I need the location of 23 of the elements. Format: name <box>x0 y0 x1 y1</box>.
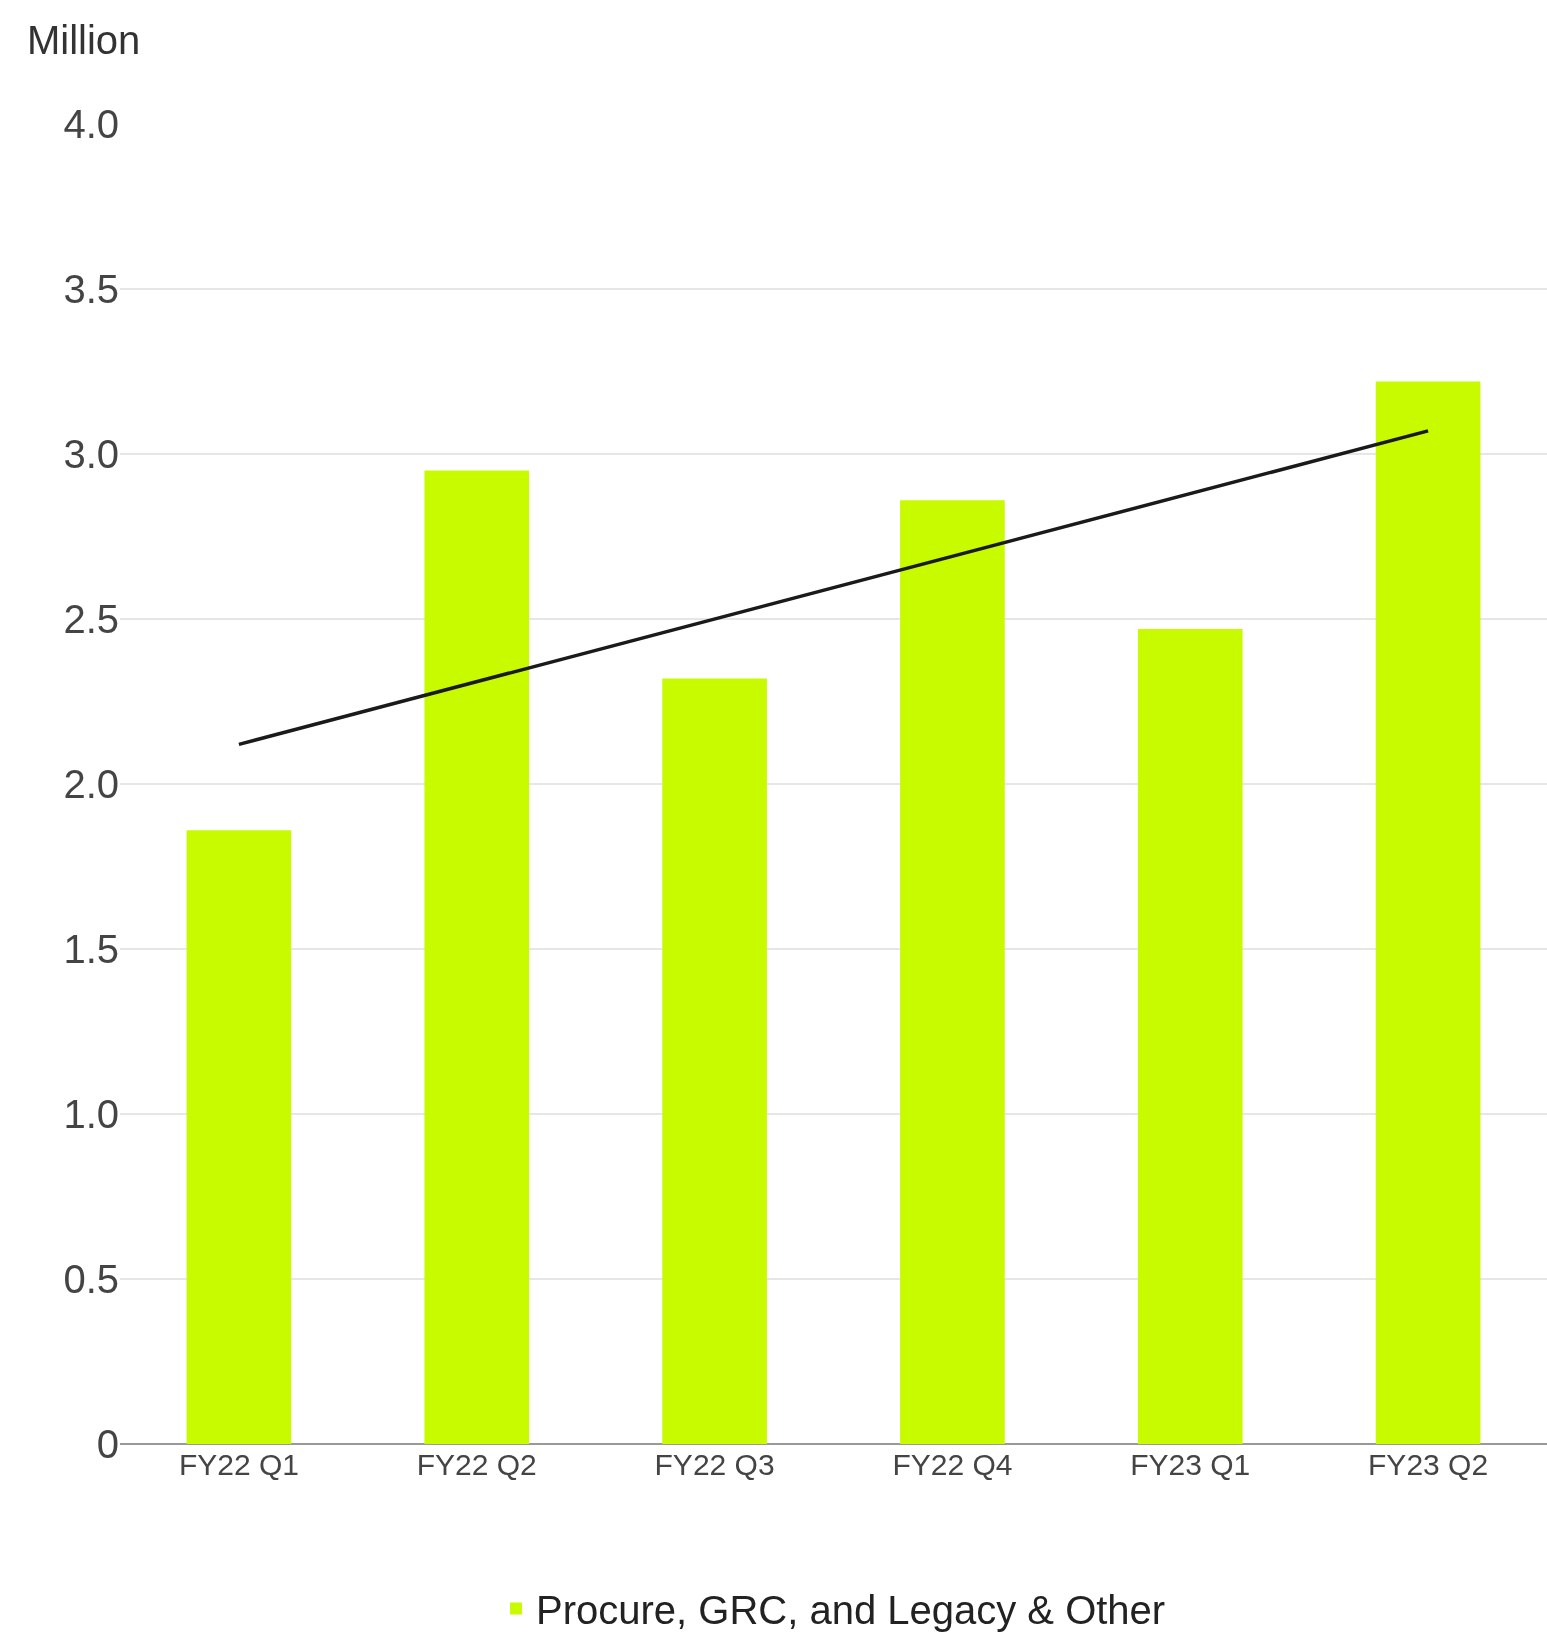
x-tick-label: FY22 Q4 <box>892 1448 1013 1481</box>
bar <box>424 470 530 1444</box>
x-tick-label: FY22 Q3 <box>654 1448 775 1481</box>
bar <box>662 678 767 1444</box>
bar <box>900 500 1005 1444</box>
x-tick-label: FY23 Q1 <box>1130 1448 1251 1481</box>
y-tick-label: 4.0 <box>63 102 119 146</box>
y-axis-title: Million <box>27 18 141 62</box>
y-tick-label: 2.0 <box>63 762 119 806</box>
x-tick-label: FY23 Q2 <box>1368 1448 1489 1481</box>
y-tick-label: 3.0 <box>63 432 119 476</box>
y-tick-label: 2.5 <box>63 597 119 641</box>
x-tick-label: FY22 Q2 <box>416 1448 537 1481</box>
y-tick-label: 1.5 <box>63 927 119 971</box>
bar <box>186 830 292 1444</box>
legend-label: Procure, GRC, and Legacy & Other <box>536 1588 1166 1633</box>
y-tick-label: 1.0 <box>63 1092 119 1136</box>
y-tick-label: 3.5 <box>63 267 119 311</box>
bar <box>1375 381 1481 1444</box>
y-tick-label: 0 <box>96 1422 119 1466</box>
x-tick-label: FY22 Q1 <box>178 1448 299 1481</box>
bar <box>1137 628 1243 1444</box>
y-tick-label: 0.5 <box>63 1257 119 1301</box>
